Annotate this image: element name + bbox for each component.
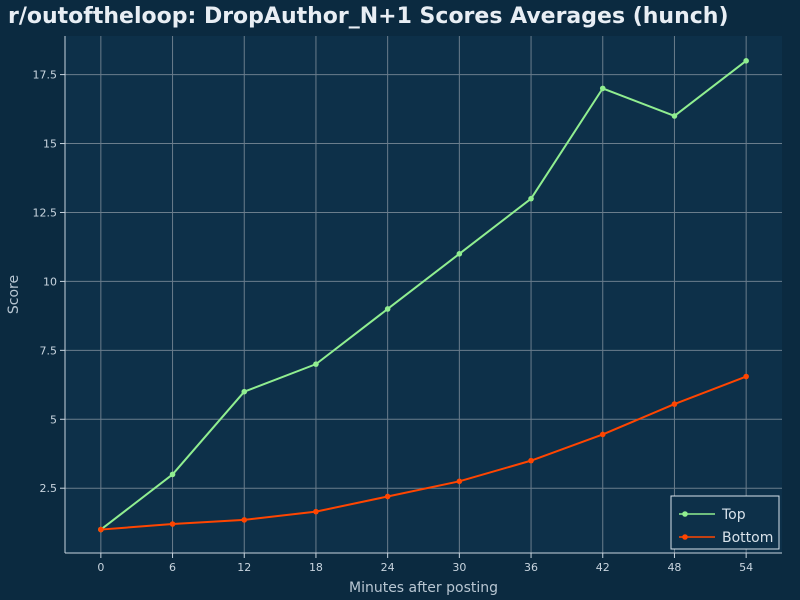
y-tick-label: 10 bbox=[43, 275, 57, 288]
data-point-top bbox=[671, 113, 678, 119]
data-point-bottom bbox=[98, 526, 104, 533]
data-point-top bbox=[528, 195, 534, 202]
y-tick-label: 5 bbox=[50, 413, 57, 426]
y-axis-label: Score bbox=[6, 275, 22, 314]
data-point-top bbox=[241, 388, 248, 395]
y-tick-label: 12.5 bbox=[33, 206, 58, 219]
data-point-bottom bbox=[456, 478, 463, 485]
data-point-top bbox=[169, 471, 176, 478]
data-point-bottom bbox=[528, 457, 534, 464]
x-tick-label: 54 bbox=[739, 561, 753, 574]
data-point-bottom bbox=[241, 517, 248, 523]
x-tick-label: 0 bbox=[97, 561, 104, 574]
data-point-bottom bbox=[599, 431, 606, 438]
x-tick-label: 42 bbox=[596, 561, 610, 574]
chart-title: r/outoftheloop: DropAuthor_N+1 Scores Av… bbox=[8, 4, 729, 29]
series-bottom bbox=[98, 373, 749, 533]
x-axis-label: Minutes after posting bbox=[349, 580, 498, 596]
x-tick-label: 24 bbox=[381, 561, 395, 574]
y-tick-label: 15 bbox=[43, 138, 57, 151]
data-point-top bbox=[384, 306, 391, 312]
x-tick-label: 48 bbox=[667, 561, 681, 574]
data-point-top bbox=[743, 58, 749, 64]
x-tick-label: 6 bbox=[169, 561, 176, 574]
axes: 0 6 12 18 24 30 36 42 48 54 2.5 5 7.5 10 12.5 15 17.5 bbox=[33, 36, 782, 574]
y-tick-label: 2.5 bbox=[40, 482, 58, 495]
data-point-top bbox=[456, 251, 463, 257]
legend-label-bottom: Bottom bbox=[722, 530, 773, 546]
series-line-bottom bbox=[100, 375, 747, 531]
legend-label-top: Top bbox=[721, 507, 746, 523]
x-tick-label: 36 bbox=[524, 561, 538, 574]
x-tick-label: 12 bbox=[237, 561, 251, 574]
data-point-bottom bbox=[671, 401, 678, 407]
legend-box bbox=[670, 495, 780, 550]
y-tick-label: 17.5 bbox=[33, 69, 58, 82]
legend: Top Bottom bbox=[670, 495, 780, 550]
x-tick-label: 30 bbox=[452, 561, 466, 574]
y-tick-label: 7.5 bbox=[40, 344, 58, 357]
series-line-top bbox=[100, 60, 747, 531]
legend-marker-top bbox=[682, 511, 688, 517]
x-tick-label: 18 bbox=[309, 561, 323, 574]
data-point-bottom bbox=[743, 373, 749, 380]
plot-area bbox=[65, 36, 782, 553]
data-point-bottom bbox=[169, 521, 176, 527]
series-layer bbox=[98, 58, 749, 533]
data-point-top bbox=[599, 85, 606, 92]
legend-marker-bottom bbox=[682, 534, 688, 540]
data-point-bottom bbox=[313, 508, 319, 515]
data-point-bottom bbox=[384, 493, 391, 500]
data-point-top bbox=[313, 361, 319, 367]
